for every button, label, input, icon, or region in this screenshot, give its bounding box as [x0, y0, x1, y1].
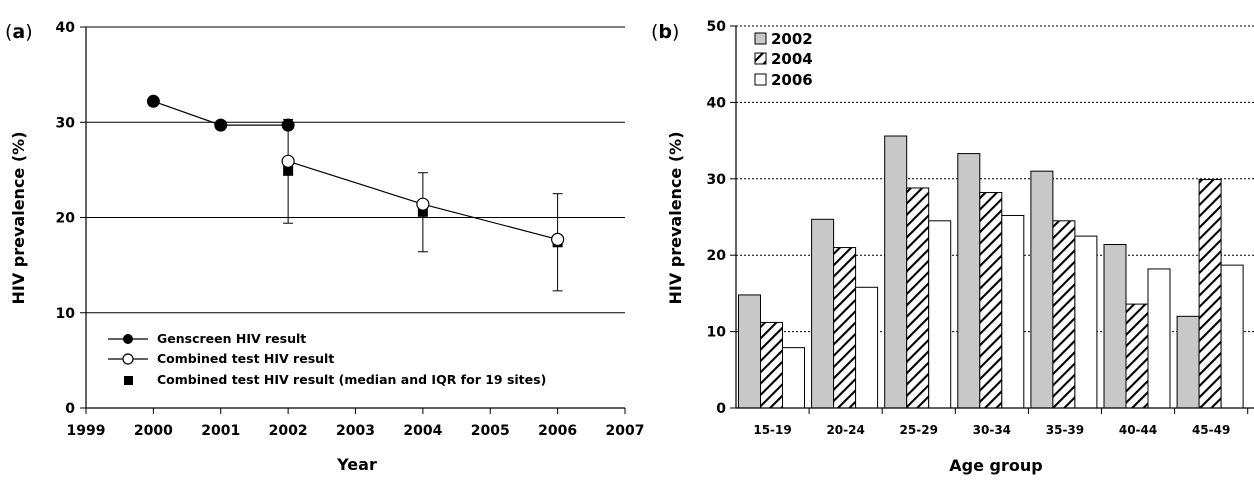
panel-b-y-tick-label: 50	[707, 19, 727, 35]
panel-a-x-tick-label: 2007	[606, 423, 645, 439]
panel-b-bar-2002	[957, 153, 981, 409]
panel-b-legend-swatch	[754, 52, 767, 65]
panel-a-legend-square	[124, 376, 133, 385]
panel-b-bar-2006	[855, 286, 879, 409]
panel-b-legend-label: 2004	[771, 50, 813, 68]
panel-a-x-tick-label: 2002	[269, 423, 308, 439]
panel-b-bar-2006	[928, 220, 952, 409]
panel-a-y-tick-label: 20	[56, 211, 76, 227]
panel-b-legend-label: 2002	[771, 30, 813, 48]
panel-b-bar-2002	[811, 218, 835, 409]
panel-b-legend-swatch	[754, 32, 767, 45]
panel-a-x-tick-label: 2001	[201, 423, 240, 439]
panel-b-legend-label: 2006	[771, 71, 813, 89]
panel-b-bar-2006	[782, 347, 805, 409]
panel-b-bar-chart: (b) HIV prevalence (%) Age group 0 10 20 30…	[651, 19, 1254, 475]
panel-a-square-marker	[417, 206, 428, 217]
panel-b-y-tick-label: 10	[707, 325, 727, 341]
panel-b-bar-2002	[884, 135, 908, 409]
panel-b-bar-2002	[1103, 244, 1127, 409]
panel-a-y-tick-label: 30	[56, 115, 76, 131]
panel-a-y-tick-label: 10	[56, 306, 76, 322]
panel-b-bar-2004	[760, 321, 783, 409]
panel-b-x-tick-label: 15-19	[753, 423, 791, 437]
panel-b-y-tick-label: 30	[707, 172, 727, 188]
panel-b-bar-2004	[906, 187, 930, 409]
panel-b-bar-2006	[1147, 268, 1171, 409]
panel-a-label: (a)	[5, 21, 33, 43]
panel-a-legend-filled-circle	[123, 334, 133, 344]
panel-b-y-tick-label: 40	[707, 95, 727, 111]
panel-b-bar-2002	[738, 294, 761, 409]
panel-a-legend-label: Combined test HIV result (median and IQR…	[157, 372, 546, 387]
panel-b-x-tick-label: 45-49	[1192, 423, 1230, 437]
panel-a-x-tick-label: 2000	[134, 423, 173, 439]
panel-b-x-axis-title: Age group	[949, 456, 1042, 475]
panel-b-bar-2004	[1052, 220, 1076, 409]
panel-a-legend-label: Genscreen HIV result	[157, 331, 306, 346]
panel-b-bar-2004	[979, 192, 1003, 409]
panel-a-x-axis-title: Year	[336, 455, 377, 474]
panel-b-legend-swatch	[754, 73, 767, 86]
panel-b-bar-2006	[1220, 264, 1244, 409]
panel-b-x-tick-label: 25-29	[900, 423, 938, 437]
panel-a-filled-circle-marker	[146, 94, 160, 108]
panel-b-bar-2004	[1198, 179, 1222, 409]
panel-b-x-tick-label: 20-24	[826, 423, 864, 437]
panel-a-x-tick-label: 1999	[67, 423, 106, 439]
panel-b-bar-2002	[1030, 170, 1054, 409]
panel-b-x-tick-label: 40-44	[1119, 423, 1157, 437]
panel-a-x-tick-label: 2006	[538, 423, 577, 439]
panel-b-bar-2006	[1074, 235, 1098, 409]
panel-a-filled-circle-marker	[214, 118, 228, 132]
panel-b-x-tick-label: 30-34	[973, 423, 1011, 437]
panel-a-open-circle-marker	[281, 154, 295, 168]
panel-a-line-chart: (a) HIV prevalence (%) Year 0 10 20 30 40 199…	[5, 20, 644, 474]
panel-a-square-marker	[283, 165, 294, 176]
panel-b-y-tick-label: 20	[707, 248, 727, 264]
panel-a-open-circle-marker	[551, 232, 565, 247]
panel-a-y-tick-label: 0	[65, 401, 75, 417]
panel-b-bar-2004	[1125, 303, 1149, 409]
panel-b-x-tick-label: 35-39	[1046, 423, 1084, 437]
panel-a-legend-open-circle	[122, 353, 134, 365]
panel-b-label: (b)	[651, 21, 679, 43]
panel-a-y-axis-title: HIV prevalence (%)	[9, 131, 28, 304]
panel-b-y-axis-title: HIV prevalence (%)	[666, 131, 685, 304]
panel-b-bar-2004	[833, 247, 857, 409]
panel-a-legend-label: Combined test HIV result	[157, 351, 334, 366]
panel-a-x-tick-label: 2005	[471, 423, 510, 439]
panel-a-filled-circle-marker	[281, 118, 295, 132]
panel-a-x-tick-label: 2004	[403, 423, 442, 439]
panel-b-y-tick-label: 0	[716, 401, 726, 417]
panel-a-y-tick-label: 40	[56, 20, 76, 36]
panel-a-open-circle-marker	[416, 197, 430, 211]
panel-b-bar-2002	[1176, 315, 1200, 409]
panel-a-x-tick-label: 2003	[336, 423, 375, 439]
panel-b-bar-2006	[1001, 214, 1025, 409]
